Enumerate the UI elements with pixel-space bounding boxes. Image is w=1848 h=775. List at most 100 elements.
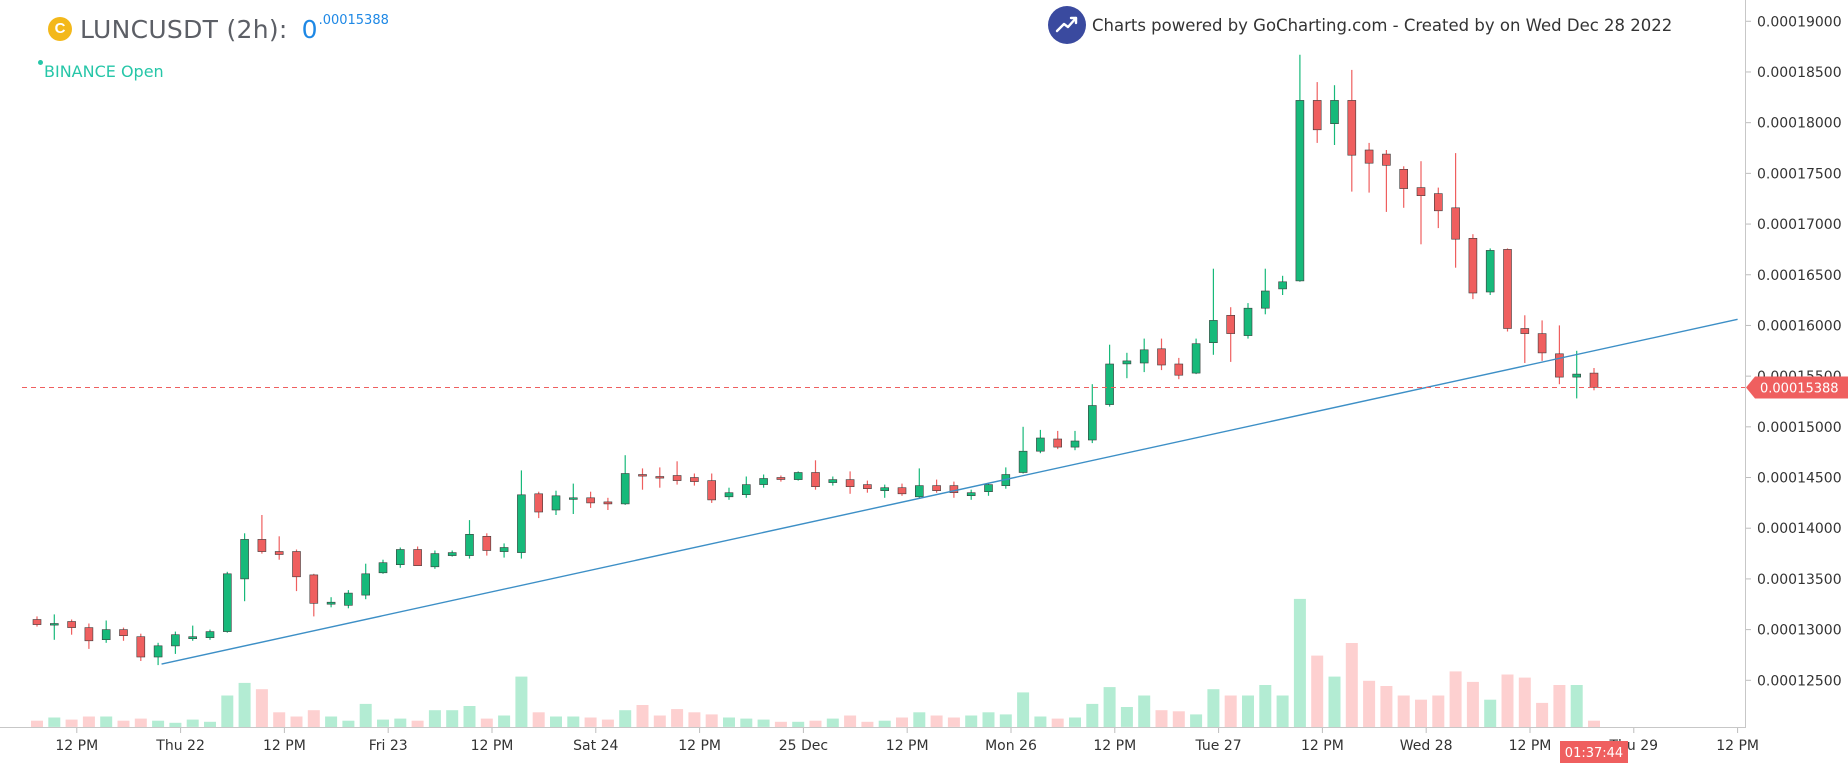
volume-bar — [238, 682, 251, 727]
candle — [1572, 350, 1581, 399]
candle-body — [914, 485, 924, 498]
candle — [1209, 268, 1218, 355]
volume-bar — [325, 716, 338, 727]
price-axis[interactable]: 0.00012500 0.00013000 0.00013500 0.00014000… — [1746, 14, 1842, 689]
candle — [309, 573, 319, 617]
candle — [1537, 320, 1547, 361]
powered-by-text[interactable]: Charts powered by GoCharting.com - Creat… — [1092, 15, 1673, 35]
volume-bar — [1518, 677, 1531, 727]
candle — [620, 455, 630, 505]
candle-body — [1572, 373, 1581, 378]
candle — [690, 473, 699, 486]
candle — [1157, 338, 1166, 371]
candle — [568, 483, 578, 514]
volume-bar — [1363, 680, 1376, 727]
price-tick-label: 0.00013000 — [1757, 623, 1842, 639]
volume-bar — [1103, 687, 1116, 727]
candle-body — [292, 551, 301, 578]
candle — [205, 629, 215, 640]
candle-body — [568, 497, 578, 500]
candle-body — [499, 547, 509, 552]
candle — [101, 620, 111, 643]
volume-bar — [1242, 695, 1254, 727]
candle-body — [672, 475, 682, 481]
volume-bar — [1501, 674, 1514, 727]
volume-bar — [1017, 692, 1030, 727]
candle-body — [49, 623, 59, 626]
trendline[interactable] — [161, 318, 1738, 665]
candle — [1295, 54, 1305, 282]
volume-bar — [428, 710, 441, 727]
candle-body — [1555, 353, 1564, 378]
time-tick-label: 12 PM — [55, 738, 98, 754]
volume-bar — [1138, 695, 1151, 727]
candle — [811, 460, 820, 490]
volume-bar — [307, 710, 320, 727]
candle-body — [1347, 100, 1357, 156]
volume-bar — [1397, 695, 1410, 727]
candle — [932, 479, 941, 493]
candle-body — [1364, 149, 1374, 164]
symbol-title[interactable]: LUNCUSDT (2h): — [80, 14, 288, 44]
candle-body — [1503, 249, 1512, 329]
candle-body — [984, 484, 993, 493]
volume-bar — [463, 706, 476, 727]
time-axis[interactable]: 12 PM Thu 22 12 PM Fri 23 12 PM Sat 24 12 PM 25… — [55, 728, 1759, 754]
candle-body — [1312, 100, 1322, 131]
candle — [845, 471, 855, 494]
candle — [517, 470, 526, 559]
candle — [880, 484, 890, 498]
candle-body — [1139, 349, 1149, 364]
price-tick-label: 0.00017500 — [1757, 166, 1842, 182]
candle — [793, 471, 803, 481]
candle-body — [845, 479, 855, 488]
volume-bar — [1380, 686, 1393, 727]
volume-bar — [1328, 676, 1341, 727]
price-tick-label: 0.00016500 — [1757, 268, 1842, 284]
volume-bar — [723, 717, 735, 727]
volume-bar — [567, 716, 580, 727]
volume-bars — [31, 598, 1600, 728]
volume-bar — [1086, 703, 1099, 727]
volume-bar — [1466, 681, 1479, 727]
exchange-label: BINANCE Open — [44, 62, 164, 81]
volume-bar — [186, 719, 199, 727]
gocharting-logo-icon[interactable] — [1048, 6, 1086, 44]
volume-bar — [861, 721, 874, 728]
candle — [1261, 268, 1270, 315]
candle — [257, 515, 267, 554]
price-candles — [32, 54, 1599, 666]
candle — [136, 633, 146, 661]
candle-body — [1157, 348, 1166, 366]
candle — [984, 482, 993, 496]
candle — [551, 490, 561, 515]
volume-bar — [82, 716, 95, 727]
price-tick-label: 0.00016000 — [1757, 318, 1842, 334]
volume-bar — [1224, 695, 1237, 727]
candle — [759, 474, 768, 488]
candle — [1001, 467, 1011, 489]
candle-countdown: 01:37:44 — [1560, 741, 1628, 763]
candle-body — [655, 476, 665, 479]
candle — [776, 475, 786, 482]
candle-body — [1174, 363, 1184, 376]
volume-bar — [1120, 707, 1133, 727]
candle-body — [586, 497, 595, 504]
candle — [966, 489, 976, 500]
candle — [1105, 344, 1114, 407]
candle-body — [1226, 314, 1235, 334]
candle — [534, 491, 544, 519]
volume-bar — [584, 717, 597, 727]
time-tick-label: 12 PM — [1093, 738, 1136, 754]
candle — [1278, 275, 1287, 295]
candle — [1503, 248, 1512, 332]
candle-body — [1261, 290, 1270, 309]
countdown-bg — [1560, 741, 1628, 763]
candle-body — [759, 478, 768, 485]
candle-body — [828, 479, 838, 483]
candle-body — [378, 562, 388, 574]
candle-body — [1053, 438, 1062, 448]
candle — [1036, 429, 1045, 454]
